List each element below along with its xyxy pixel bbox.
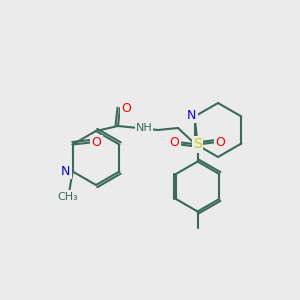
- Text: N: N: [187, 109, 196, 122]
- Text: O: O: [92, 136, 102, 149]
- Text: O: O: [216, 136, 226, 149]
- Text: S: S: [193, 137, 202, 152]
- Text: N: N: [61, 165, 70, 178]
- Text: NH: NH: [136, 123, 152, 133]
- Text: O: O: [170, 136, 180, 149]
- Text: CH₃: CH₃: [57, 191, 78, 202]
- Text: O: O: [121, 101, 131, 115]
